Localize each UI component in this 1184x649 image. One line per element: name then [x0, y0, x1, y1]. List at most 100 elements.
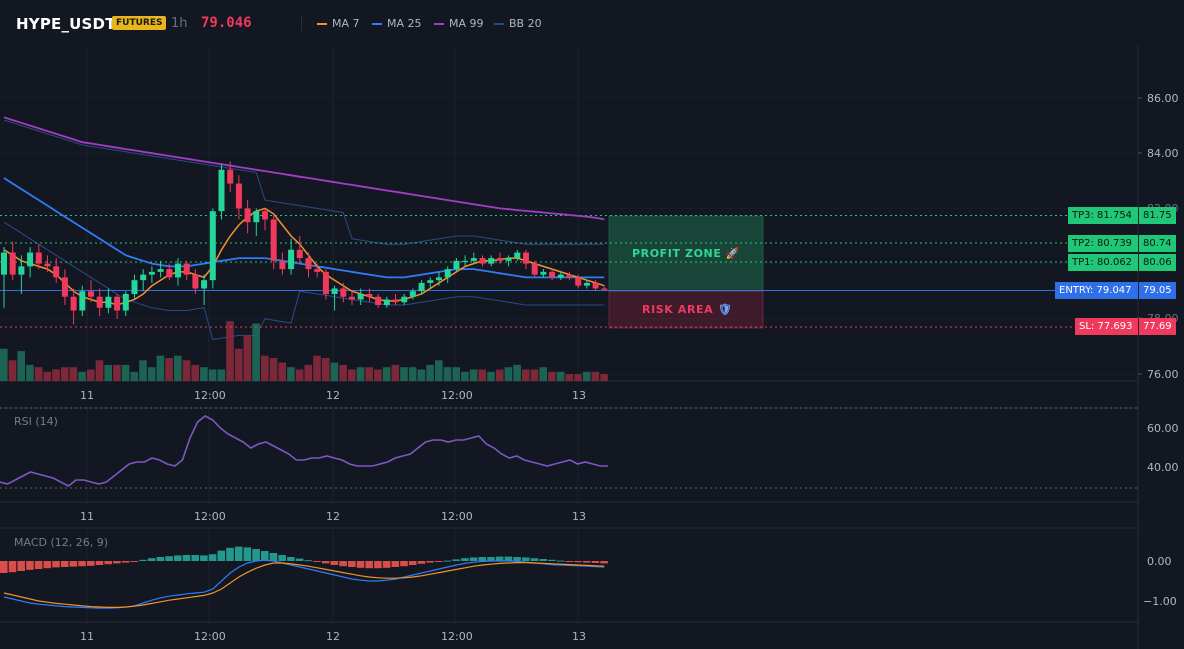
- candle-body: [96, 296, 103, 308]
- rsi-tick: 40.00: [1147, 461, 1179, 474]
- macd-histogram-bar: [17, 561, 25, 571]
- volume-bar: [0, 348, 8, 381]
- candle-body: [366, 293, 373, 297]
- macd-histogram-bar: [139, 559, 147, 561]
- volume-bar: [113, 364, 121, 381]
- candle-body: [531, 263, 538, 275]
- legend-ma99[interactable]: MA 99: [434, 17, 484, 30]
- volume-bar: [243, 335, 252, 381]
- candle-body: [401, 296, 408, 303]
- tp3-label: TP3: 81.754: [1068, 207, 1138, 224]
- macd-line: [3, 559, 605, 609]
- volume-bar: [435, 360, 443, 381]
- legend-ma25[interactable]: MA 25: [372, 17, 422, 30]
- volume-bar: [182, 360, 191, 381]
- rsi-tick: 60.00: [1147, 422, 1179, 435]
- timeframe-label[interactable]: 1h: [171, 16, 188, 31]
- legend-bb20[interactable]: BB 20: [494, 17, 542, 30]
- candle-body: [175, 263, 181, 278]
- candle-body: [566, 274, 573, 278]
- candle-body: [340, 288, 347, 297]
- volume-bar: [452, 367, 460, 381]
- macd-histogram-bar: [417, 561, 426, 564]
- profit-zone-text: PROFIT ZONE: [632, 247, 722, 260]
- macd-histogram-bar: [60, 561, 69, 567]
- volume-bar: [356, 367, 365, 381]
- macd-histogram-bar: [443, 560, 452, 562]
- candle-body: [1, 252, 7, 275]
- macd-histogram-bar: [252, 549, 260, 561]
- volume-bar: [443, 367, 452, 381]
- legend-ma7[interactable]: MA 7: [317, 17, 360, 30]
- legend-bb20-label: BB 20: [509, 17, 542, 30]
- candle-body: [105, 296, 112, 308]
- volume-bar: [156, 355, 165, 381]
- candle-body: [140, 274, 147, 281]
- macd-histogram-bar: [269, 553, 278, 561]
- volume-bar: [87, 369, 95, 381]
- time-label: 12:00: [194, 389, 226, 402]
- macd-histogram-bar: [278, 555, 286, 561]
- header-divider: [301, 15, 302, 31]
- symbol-name[interactable]: HYPE_USDT: [16, 15, 116, 33]
- macd-histogram-bar: [182, 555, 191, 561]
- tp1-value: 80.06: [1139, 254, 1176, 271]
- candle-body: [79, 291, 86, 311]
- candle-body: [436, 277, 442, 281]
- volume-bar: [226, 321, 234, 381]
- candle-body: [35, 252, 42, 264]
- candle-body: [583, 282, 590, 286]
- level-lines: [0, 215, 1138, 328]
- risk-area-label: RISK AREA 🛡: [642, 303, 732, 316]
- macd-histogram-bar: [295, 558, 304, 561]
- macd-histogram-bar: [208, 554, 217, 561]
- volume-bar: [26, 364, 34, 381]
- macd-histogram-bar: [330, 561, 339, 565]
- macd-histogram-bar: [435, 561, 443, 562]
- volume-bar: [304, 364, 313, 381]
- candle-body: [453, 260, 460, 270]
- candle-body: [470, 258, 477, 261]
- macd-histogram-bar: [339, 561, 347, 567]
- candle-body: [183, 263, 190, 275]
- price-tick: 84.00: [1147, 147, 1179, 160]
- volume-bar: [295, 369, 304, 381]
- macd-tick: −1.00: [1143, 595, 1177, 608]
- candle-body: [314, 269, 321, 272]
- ma25-swatch: [372, 22, 382, 25]
- candle-body: [479, 258, 486, 264]
- time-label: 13: [572, 630, 586, 643]
- volume-bar: [417, 369, 426, 381]
- time-label: 11: [80, 510, 94, 523]
- ma7-line: [3, 207, 605, 306]
- time-label: 12:00: [441, 630, 473, 643]
- candle-body: [505, 258, 512, 261]
- volume-bar: [43, 371, 52, 381]
- volume-bar: [461, 371, 469, 381]
- entry-value: 79.05: [1139, 282, 1176, 299]
- macd-histogram-bar: [165, 556, 173, 561]
- candle-body: [575, 277, 582, 286]
- candle-body: [44, 263, 51, 267]
- macd-histogram-bar: [391, 561, 400, 567]
- candle-body: [61, 277, 68, 297]
- volume-bar: [17, 351, 25, 381]
- risk-area-text: RISK AREA: [642, 303, 714, 316]
- entry-label: ENTRY: 79.047: [1055, 282, 1138, 299]
- volume-bar: [313, 355, 321, 381]
- legend-ma7-label: MA 7: [332, 17, 360, 30]
- rocket-icon: 🚀: [725, 247, 741, 260]
- macd-histogram-bar: [574, 561, 582, 563]
- candle-body: [70, 296, 77, 311]
- shield-icon: 🛡: [717, 303, 733, 316]
- rsi-line: [0, 415, 608, 487]
- legend-ma25-label: MA 25: [387, 17, 422, 30]
- candle-body: [279, 260, 286, 270]
- volume-bar: [52, 369, 60, 381]
- volume-bar: [60, 367, 69, 381]
- macd-histogram-bar: [113, 561, 121, 564]
- macd-histogram-bar: [78, 561, 86, 567]
- macd-histogram-bar: [217, 550, 226, 561]
- volume-bar: [469, 369, 478, 381]
